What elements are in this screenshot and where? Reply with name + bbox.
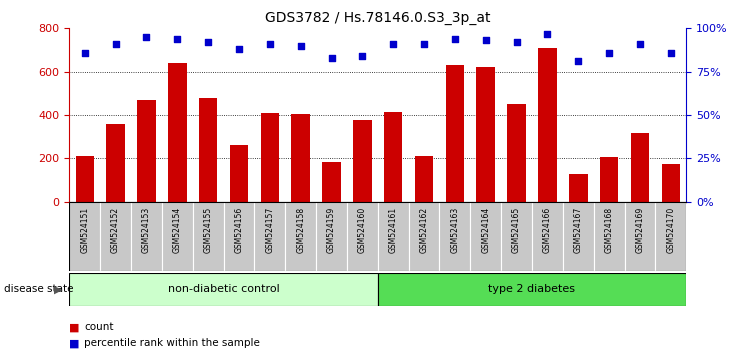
- Point: [264, 41, 276, 47]
- Bar: [661, 164, 680, 202]
- Bar: [230, 145, 248, 202]
- Point: [202, 39, 214, 45]
- Text: GSM524163: GSM524163: [450, 207, 459, 253]
- Bar: [162, 202, 193, 271]
- Text: GSM524167: GSM524167: [574, 207, 583, 253]
- Text: GSM524164: GSM524164: [481, 207, 491, 253]
- Text: GSM524162: GSM524162: [420, 207, 429, 253]
- Bar: [631, 133, 649, 202]
- Text: GSM524153: GSM524153: [142, 207, 151, 253]
- Text: GSM524165: GSM524165: [512, 207, 521, 253]
- Bar: [409, 202, 439, 271]
- Bar: [538, 48, 557, 202]
- Point: [295, 43, 307, 48]
- Point: [141, 34, 153, 40]
- Point: [480, 38, 491, 43]
- Text: GSM524156: GSM524156: [234, 207, 244, 253]
- Text: disease state: disease state: [4, 284, 73, 295]
- Point: [603, 50, 615, 56]
- Text: GSM524168: GSM524168: [604, 207, 614, 253]
- Bar: [439, 202, 470, 271]
- Text: GSM524170: GSM524170: [666, 207, 675, 253]
- Text: GSM524159: GSM524159: [327, 207, 336, 253]
- Text: type 2 diabetes: type 2 diabetes: [488, 284, 575, 295]
- Bar: [415, 156, 434, 202]
- Bar: [69, 273, 378, 306]
- Text: ▶: ▶: [53, 284, 62, 295]
- Text: GSM524154: GSM524154: [173, 207, 182, 253]
- Bar: [137, 100, 155, 202]
- Bar: [168, 63, 187, 202]
- Bar: [378, 202, 409, 271]
- Bar: [69, 202, 100, 271]
- Text: GSM524160: GSM524160: [358, 207, 367, 253]
- Bar: [100, 202, 131, 271]
- Bar: [593, 202, 624, 271]
- Point: [326, 55, 337, 61]
- Bar: [353, 120, 372, 202]
- Text: GSM524157: GSM524157: [265, 207, 274, 253]
- Point: [172, 36, 183, 41]
- Text: GSM524155: GSM524155: [204, 207, 212, 253]
- Bar: [625, 202, 656, 271]
- Point: [356, 53, 368, 59]
- Bar: [131, 202, 162, 271]
- Bar: [285, 202, 316, 271]
- Bar: [193, 202, 223, 271]
- Point: [233, 46, 245, 52]
- Point: [665, 50, 677, 56]
- Text: GSM524161: GSM524161: [388, 207, 398, 253]
- Text: non-diabetic control: non-diabetic control: [168, 284, 280, 295]
- Point: [542, 31, 553, 36]
- Bar: [378, 273, 686, 306]
- Bar: [199, 98, 218, 202]
- Bar: [384, 112, 402, 202]
- Bar: [223, 202, 255, 271]
- Text: count: count: [84, 322, 113, 332]
- Text: GSM524152: GSM524152: [111, 207, 120, 253]
- Bar: [261, 113, 279, 202]
- Bar: [477, 67, 495, 202]
- Point: [634, 41, 646, 47]
- Bar: [75, 156, 94, 202]
- Bar: [347, 202, 378, 271]
- Point: [572, 58, 584, 64]
- Text: percentile rank within the sample: percentile rank within the sample: [84, 338, 260, 348]
- Bar: [470, 202, 501, 271]
- Bar: [501, 202, 532, 271]
- Bar: [532, 202, 563, 271]
- Text: GSM524169: GSM524169: [635, 207, 645, 253]
- Bar: [445, 65, 464, 202]
- Bar: [569, 173, 588, 202]
- Text: ■: ■: [69, 338, 80, 348]
- Point: [388, 41, 399, 47]
- Point: [511, 39, 523, 45]
- Bar: [316, 202, 347, 271]
- Text: GSM524166: GSM524166: [543, 207, 552, 253]
- Bar: [563, 202, 593, 271]
- Text: GDS3782 / Hs.78146.0.S3_3p_at: GDS3782 / Hs.78146.0.S3_3p_at: [265, 11, 491, 25]
- Bar: [656, 202, 686, 271]
- Text: GSM524151: GSM524151: [80, 207, 89, 253]
- Text: ■: ■: [69, 322, 80, 332]
- Point: [110, 41, 121, 47]
- Bar: [291, 114, 310, 202]
- Bar: [600, 157, 618, 202]
- Text: GSM524158: GSM524158: [296, 207, 305, 253]
- Point: [449, 36, 461, 41]
- Point: [79, 50, 91, 56]
- Point: [418, 41, 430, 47]
- Bar: [107, 124, 125, 202]
- Bar: [322, 162, 341, 202]
- Bar: [507, 104, 526, 202]
- Bar: [254, 202, 285, 271]
